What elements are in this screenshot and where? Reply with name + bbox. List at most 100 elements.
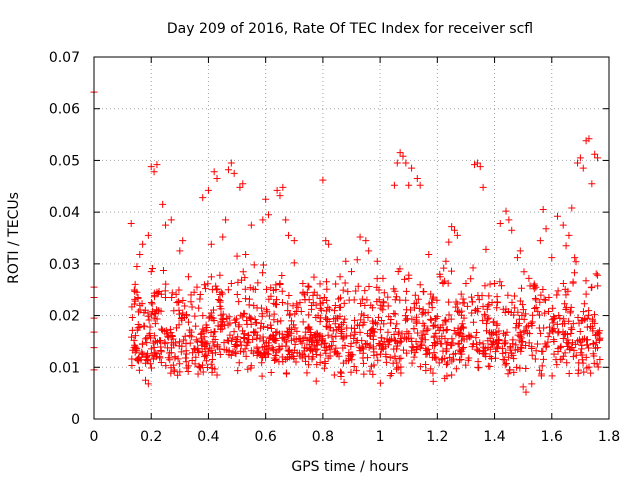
- data-point: [320, 340, 328, 348]
- data-point: [191, 360, 199, 368]
- data-point: [574, 313, 582, 321]
- data-point: [429, 295, 437, 303]
- data-point: [350, 363, 358, 371]
- data-point: [250, 261, 258, 269]
- data-point: [251, 285, 259, 293]
- data-point: [488, 330, 496, 338]
- data-point: [259, 261, 267, 269]
- data-point: [519, 306, 527, 314]
- data-point: [148, 265, 156, 273]
- data-point: [583, 323, 591, 331]
- data-point: [146, 323, 154, 331]
- data-point: [186, 331, 194, 339]
- data-point: [199, 338, 207, 346]
- data-point: [495, 327, 503, 335]
- data-point: [379, 298, 387, 306]
- data-point: [284, 300, 292, 308]
- data-point: [557, 342, 565, 350]
- data-point: [536, 366, 544, 374]
- data-point: [456, 356, 464, 364]
- data-point: [478, 292, 486, 300]
- data-point: [531, 305, 539, 313]
- data-point: [589, 350, 597, 358]
- data-point: [561, 349, 569, 357]
- data-point: [261, 350, 269, 358]
- data-point: [457, 290, 465, 298]
- data-point: [556, 344, 564, 352]
- data-point: [533, 340, 541, 348]
- data-point: [561, 330, 569, 338]
- data-point: [457, 324, 465, 332]
- data-point: [441, 317, 449, 325]
- data-point: [292, 335, 300, 343]
- data-point: [233, 342, 241, 350]
- data-point: [397, 369, 405, 377]
- data-point: [230, 169, 238, 177]
- data-point: [441, 355, 449, 363]
- data-point: [439, 327, 447, 335]
- data-point: [188, 303, 196, 311]
- data-point: [223, 314, 231, 322]
- data-point: [305, 353, 313, 361]
- data-point: [430, 338, 438, 346]
- data-point: [416, 363, 424, 371]
- data-point: [540, 295, 548, 303]
- data-point: [316, 331, 324, 339]
- data-point: [284, 328, 292, 336]
- data-point: [376, 340, 384, 348]
- data-point: [529, 311, 537, 319]
- data-point: [299, 280, 307, 288]
- data-point: [382, 358, 390, 366]
- data-point: [167, 364, 175, 372]
- data-point: [497, 282, 505, 290]
- data-point: [267, 284, 275, 292]
- data-point: [356, 233, 364, 241]
- data-point: [522, 365, 530, 373]
- data-point: [278, 287, 286, 295]
- data-point: [339, 344, 347, 352]
- data-point: [376, 326, 384, 334]
- data-point: [290, 321, 298, 329]
- data-point: [352, 287, 360, 295]
- data-point: [150, 168, 158, 176]
- data-point: [512, 341, 520, 349]
- data-point: [423, 350, 431, 358]
- data-point: [523, 323, 531, 331]
- data-point: [397, 335, 405, 343]
- data-point: [553, 320, 561, 328]
- data-point: [588, 180, 596, 188]
- data-point: [596, 334, 604, 342]
- data-point: [483, 319, 491, 327]
- data-point: [566, 345, 574, 353]
- data-point: [292, 358, 300, 366]
- data-point: [408, 359, 416, 367]
- data-point: [565, 369, 573, 377]
- data-point: [559, 352, 567, 360]
- data-point: [485, 292, 493, 300]
- data-point: [285, 231, 293, 239]
- data-point: [195, 362, 203, 370]
- data-point: [331, 307, 339, 315]
- data-point: [340, 378, 348, 386]
- data-point: [501, 361, 509, 369]
- data-point: [528, 351, 536, 359]
- data-point: [519, 383, 527, 391]
- x-tick-label: 1.4: [483, 429, 505, 445]
- data-point: [456, 330, 464, 338]
- y-tick-label: 0.05: [49, 153, 80, 169]
- data-point: [594, 154, 602, 162]
- data-point: [428, 304, 436, 312]
- data-point: [262, 285, 270, 293]
- data-point: [469, 340, 477, 348]
- data-point: [326, 352, 334, 360]
- data-point: [428, 353, 436, 361]
- data-point: [203, 363, 211, 371]
- data-point: [378, 345, 386, 353]
- data-point: [474, 347, 482, 355]
- data-point: [400, 275, 408, 283]
- data-point: [498, 345, 506, 353]
- data-point: [210, 168, 218, 176]
- data-point: [360, 318, 368, 326]
- data-point: [345, 352, 353, 360]
- data-point: [152, 306, 160, 314]
